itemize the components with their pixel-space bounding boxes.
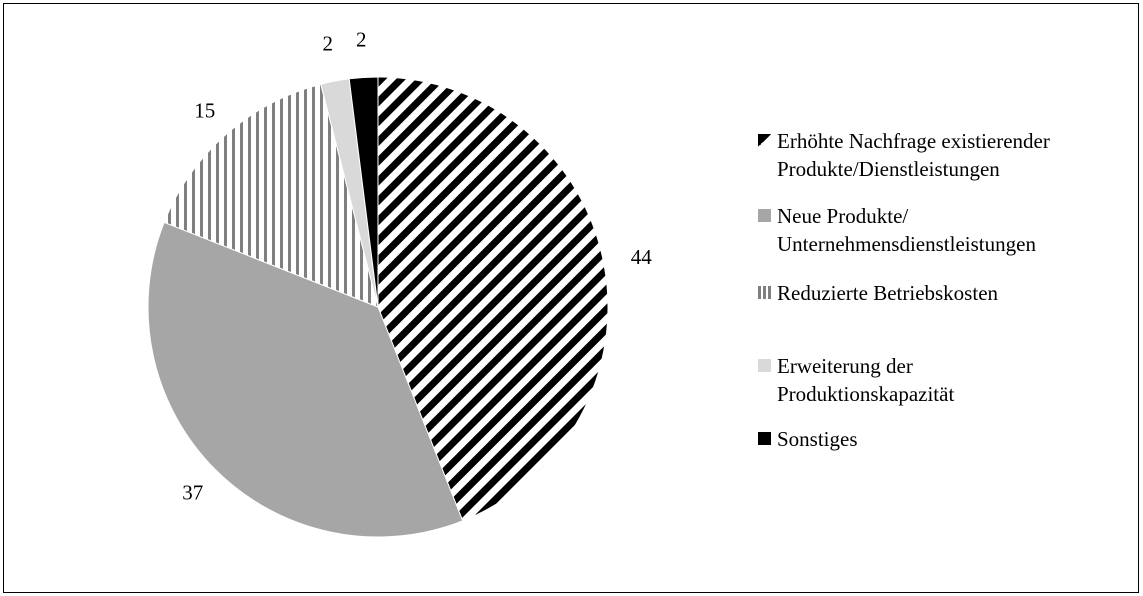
legend-label: Reduzierte Betriebskosten — [777, 279, 998, 307]
pie-slice-reduzierte-betriebskosten — [163, 83, 379, 308]
legend-label-line: Erweiterung der — [777, 354, 913, 378]
legend-label-line: Produktionskapazität — [777, 382, 955, 406]
legend-label-line: Neue Produkte/ — [777, 204, 909, 228]
legend-swatch — [758, 209, 771, 222]
legend-item-sonstiges: Sonstiges — [758, 425, 858, 453]
legend-label-line: Sonstiges — [777, 427, 858, 451]
data-label-sonstiges: 2 — [356, 28, 367, 52]
legend-item-reduzierte-betriebskosten: Reduzierte Betriebskosten — [758, 279, 998, 307]
data-label-erhohte-nachfrage-existierender-produkte-dienstleistungen: 44 — [631, 245, 653, 269]
pie-slice-neue-produkte-unternehmensdienstleistungen — [147, 221, 464, 538]
legend-item-erweiterung-der-produktionskapazitat: Erweiterung der Produktionskapazität — [758, 352, 954, 408]
legend-swatch — [758, 134, 771, 147]
data-label-neue-produkte-unternehmensdienstleistungen: 37 — [182, 480, 203, 504]
legend-swatch — [758, 286, 771, 299]
legend-label-line: Unternehmensdienstleistungen — [777, 232, 1036, 256]
legend-label-line: Reduzierte Betriebskosten — [777, 281, 999, 305]
legend-label: Sonstiges — [777, 425, 858, 453]
legend-label: Neue Produkte/Unternehmensdienstleistung… — [777, 202, 1036, 258]
legend-label: Erweiterung der Produktionskapazität — [777, 352, 954, 408]
data-label-erweiterung-der-produktionskapazitat: 2 — [323, 32, 334, 56]
pie-slice-erhohte-nachfrage-existierender-produkte-dienstleistungen — [377, 76, 609, 522]
legend-swatch — [758, 359, 771, 372]
legend-label-line: Produkte/Dienstleistungen — [777, 157, 1000, 181]
legend-item-erhohte-nachfrage-existierender-produkte-dienstleistungen: Erhöhte Nachfrage existierender Produkte/… — [758, 127, 1050, 183]
legend-swatch — [758, 432, 771, 445]
pie-slice-sonstiges — [348, 76, 379, 308]
legend-label-line: Erhöhte Nachfrage existierender — [777, 129, 1050, 153]
legend-item-neue-produkte-unternehmensdienstleistungen: Neue Produkte/Unternehmensdienstleistung… — [758, 202, 1036, 258]
legend-label: Erhöhte Nachfrage existierender Produkte/… — [777, 127, 1050, 183]
data-label-reduzierte-betriebskosten: 15 — [194, 99, 215, 123]
